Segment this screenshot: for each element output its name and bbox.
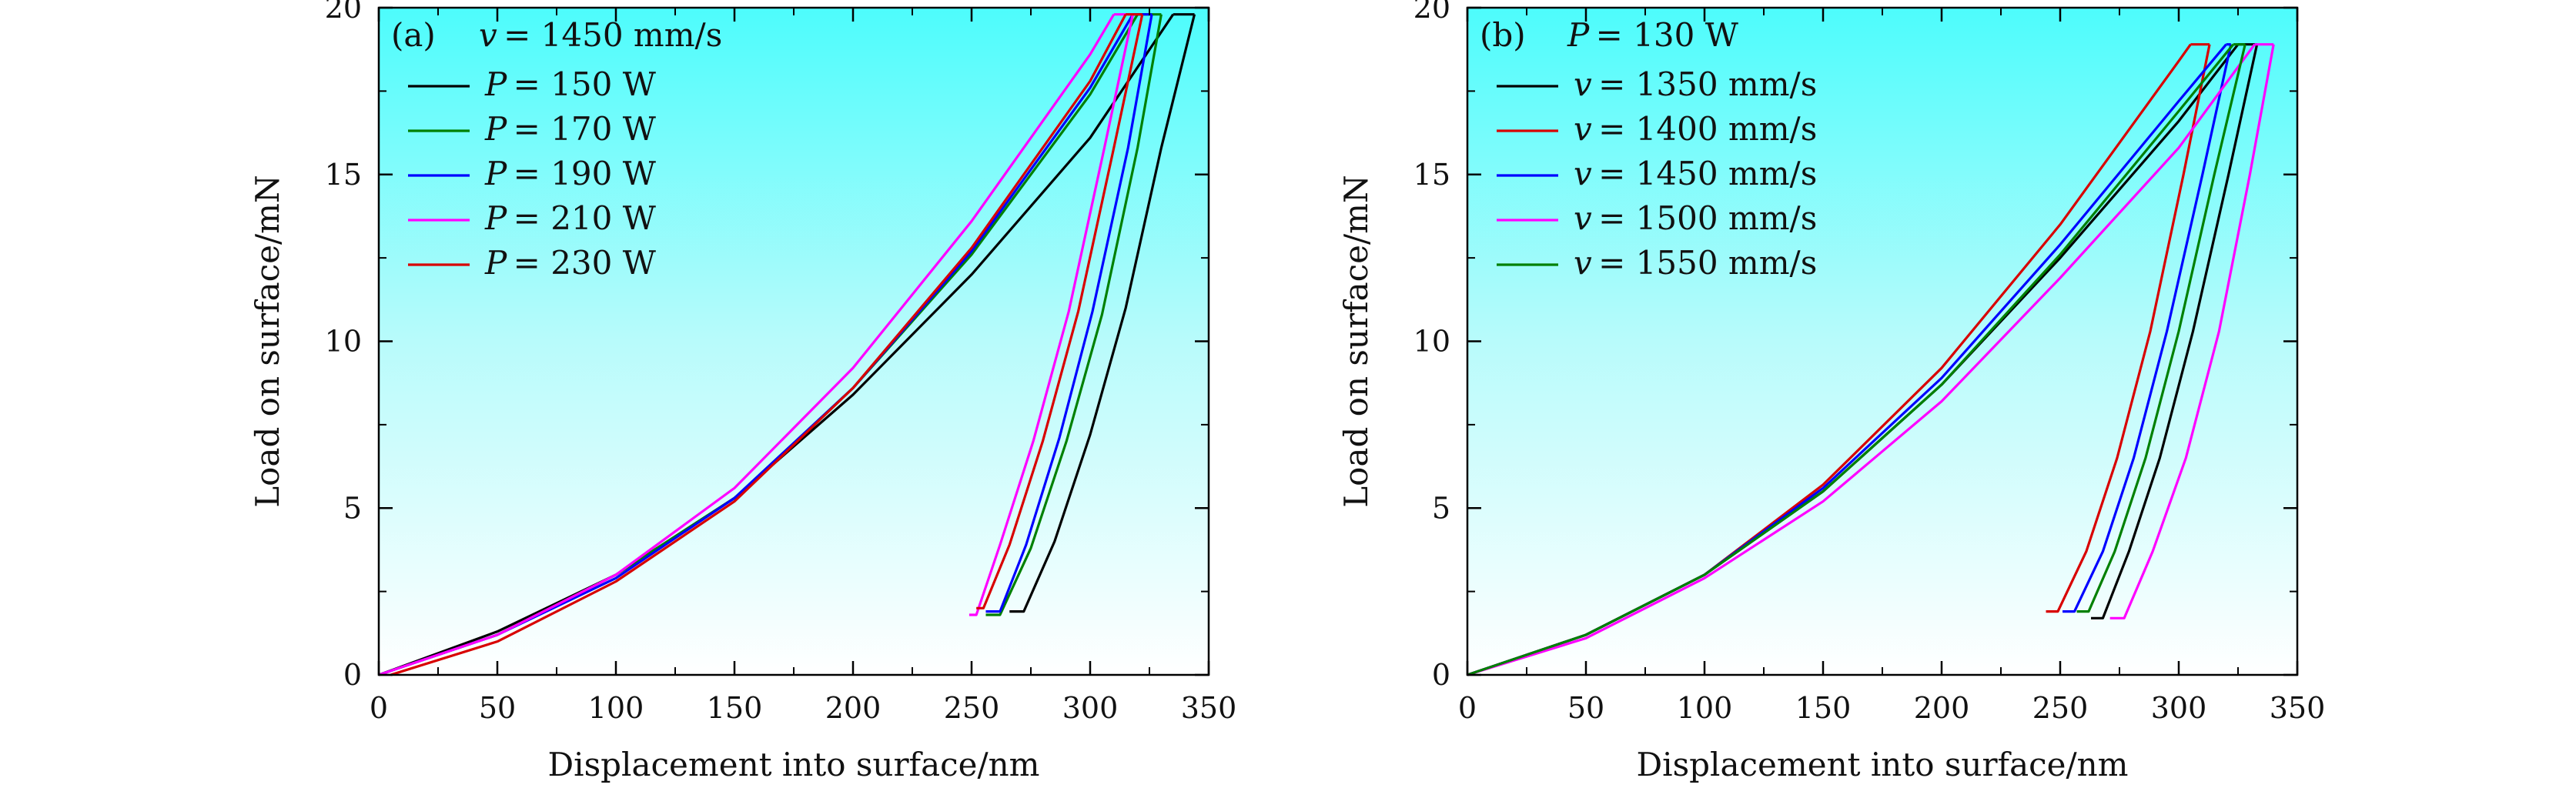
x-tick-label: 50 (479, 691, 516, 725)
x-tick-label: 0 (370, 691, 388, 725)
series (1467, 43, 2275, 676)
panel-label: (a) (391, 16, 436, 54)
unloading-curve (985, 14, 1163, 616)
loading-curve (1467, 43, 2235, 676)
legend: v = 1350 mm/s v = 1400 mm/s v = 1450 mm/s v… (1497, 65, 1817, 282)
x-tick-label: 150 (707, 691, 763, 725)
x-tick-label: 350 (2270, 691, 2326, 725)
x-tick-label: 300 (1062, 691, 1119, 725)
x-tick-label: 0 (1458, 691, 1477, 725)
x-axis-title: Displacement into surface/nm (547, 746, 1039, 783)
x-tick-label: 350 (1181, 691, 1237, 725)
x-axis-title: Displacement into surface/nm (1636, 746, 2128, 783)
x-tick-label: 250 (944, 691, 1000, 725)
x-tick-label: 100 (1677, 691, 1733, 725)
legend-label: P = 190 W (484, 155, 657, 192)
chart-panel: 0 50 100 150 200 250 300 350 0 5 10 15 20 Displacemen… (249, 0, 1236, 783)
x-tick-label: 100 (588, 691, 644, 725)
y-tick-label: 20 (325, 0, 362, 25)
series (1467, 43, 2246, 676)
legend-label: P = 230 W (484, 244, 657, 282)
legend-label: P = 170 W (484, 110, 657, 148)
unloading-curve (2076, 44, 2246, 613)
unloading-curve (2091, 44, 2259, 619)
panel-annotation: P = 130 W (1567, 16, 1739, 54)
series (390, 13, 1144, 676)
unloading-curve (969, 14, 1135, 616)
unloading-curve (985, 14, 1153, 613)
x-tick-label: 150 (1795, 691, 1852, 725)
legend-label: v = 1400 mm/s (1574, 110, 1817, 148)
legend-label: v = 1350 mm/s (1574, 65, 1817, 103)
panel-label: (b) (1480, 16, 1526, 54)
unloading-curve (1009, 14, 1196, 613)
y-axis-title: Load on surface/mN (1337, 175, 1375, 508)
y-tick-label: 5 (1432, 491, 1450, 525)
y-tick-label: 0 (343, 658, 362, 692)
y-tick-label: 10 (325, 325, 362, 359)
unloading-curve (2062, 44, 2233, 613)
y-tick-label: 10 (1413, 325, 1450, 359)
loading-curve (378, 13, 1116, 676)
x-tick-label: 200 (825, 691, 882, 725)
loading-curve (390, 13, 1127, 676)
legend-label: P = 150 W (484, 65, 657, 103)
legend-label: v = 1500 mm/s (1574, 199, 1817, 237)
panel-annotation: v = 1450 mm/s (479, 16, 722, 54)
y-tick-label: 15 (1413, 158, 1450, 192)
loading-curve (1467, 43, 2256, 676)
legend: P = 150 W P = 170 W P = 190 W P = 210 W P = … (408, 65, 657, 282)
chart-panel: 0 50 100 150 200 250 300 350 0 5 10 15 20 Displacemen… (1337, 0, 2325, 783)
y-tick-label: 0 (1432, 658, 1450, 692)
x-tick-label: 50 (1567, 691, 1604, 725)
y-tick-label: 15 (325, 158, 362, 192)
unloading-curve (2046, 44, 2211, 613)
y-tick-label: 5 (343, 491, 362, 525)
legend-label: v = 1450 mm/s (1574, 155, 1817, 192)
legend-label: v = 1550 mm/s (1574, 244, 1817, 282)
x-tick-label: 250 (2032, 691, 2089, 725)
unloading-curve (2109, 44, 2275, 619)
x-tick-label: 200 (1914, 691, 1970, 725)
legend-label: P = 210 W (484, 199, 657, 237)
y-axis-title: Load on surface/mN (249, 175, 286, 508)
plot-background (1467, 8, 2297, 675)
unloading-curve (976, 14, 1144, 609)
y-tick-label: 20 (1413, 0, 1450, 25)
x-tick-label: 300 (2151, 691, 2207, 725)
